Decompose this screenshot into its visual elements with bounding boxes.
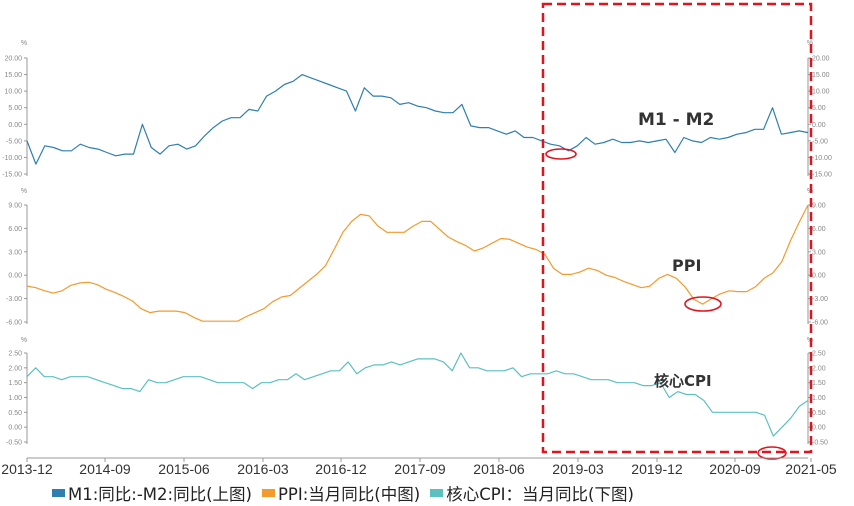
legend-label-core-cpi: 核心CPI：当月同比(下图)	[446, 485, 634, 504]
tick-label: 15.00	[4, 72, 22, 79]
tick-label: 0.50	[812, 410, 826, 417]
tick-label: -5.00	[6, 138, 22, 145]
legend-item-ppi: PPI:当月同比(中图)	[261, 481, 421, 505]
series-line	[26, 352, 809, 437]
tick-label: 0.50	[8, 410, 22, 417]
tick-label: 0.00	[812, 122, 826, 129]
tick-label: 2.00	[8, 365, 22, 372]
tick-label: -0.50	[812, 440, 828, 447]
highlight-ellipse	[545, 148, 577, 160]
tick-label: 1.00	[812, 395, 826, 402]
tick-label: 0.00	[8, 425, 22, 432]
annotation-label: PPI	[672, 256, 701, 275]
x-tick-label: 2018-06	[473, 461, 525, 477]
highlight-ellipse	[684, 296, 722, 312]
tick-label: -6.00	[6, 320, 22, 327]
x-tick-label: 2017-09	[394, 461, 446, 477]
legend-swatch-m1m2	[52, 489, 65, 497]
annotation-label: M1 - M2	[638, 110, 714, 130]
tick-label: 0.00	[812, 425, 826, 432]
tick-label: 10.00	[4, 89, 22, 96]
highlight-box	[541, 2, 813, 454]
tick-label: 20.00	[812, 56, 830, 63]
tick-label: 1.50	[812, 380, 826, 387]
tick-label: 3.00	[8, 249, 22, 256]
x-tick-label: 2013-12	[1, 461, 53, 477]
tick-label: -15.00	[2, 172, 22, 179]
tick-label: -10.00	[812, 155, 832, 162]
legend-label-m1m2: M1:同比:-M2:同比(上图)	[68, 485, 252, 504]
legend-item-core-cpi: 核心CPI：当月同比(下图)	[430, 481, 634, 505]
chart: % % 20.00 20.00 15.00 15.00 10.00 10.00 5.00 5.00…	[1, 2, 837, 477]
tick-label: 1.50	[8, 380, 22, 387]
tick-label: -3.00	[812, 296, 828, 303]
tick-label: 6.00	[8, 226, 22, 233]
tick-label: -10.00	[2, 155, 22, 162]
tick-label: 5.00	[812, 105, 826, 112]
tick-label: 0.00	[812, 273, 826, 280]
series-line	[26, 73, 809, 165]
tick-label: -0.50	[6, 440, 22, 447]
x-tick-label: 2015-06	[158, 461, 210, 477]
x-tick-label: 2021-05	[785, 461, 837, 477]
highlight-ellipse	[757, 446, 787, 460]
x-tick-label: 2016-03	[237, 461, 289, 477]
tick-label: -6.00	[812, 320, 828, 327]
unit-label: %	[807, 40, 813, 47]
tick-label: 0.00	[8, 122, 22, 129]
tick-label: 3.00	[812, 249, 826, 256]
x-tick-label: 2019-12	[631, 461, 683, 477]
tick-label: 10.00	[812, 89, 830, 96]
tick-label: 6.00	[812, 226, 826, 233]
tick-label: 9.00	[812, 203, 826, 210]
legend-swatch-ppi	[261, 489, 275, 497]
x-tick-label: 2019-03	[552, 461, 604, 477]
tick-label: 20.00	[4, 56, 22, 63]
x-tick-label: 2020-09	[709, 461, 761, 477]
tick-label: 1.00	[8, 395, 22, 402]
x-tick-label: 2016-12	[315, 461, 367, 477]
tick-label: -15.00	[812, 172, 832, 179]
annotation-label: 核心CPI	[654, 372, 712, 390]
tick-label: 2.50	[812, 351, 826, 358]
tick-label: 0.00	[8, 273, 22, 280]
legend-item-m1m2: M1:同比:-M2:同比(上图)	[52, 481, 252, 505]
legend-label-ppi: PPI:当月同比(中图)	[277, 485, 421, 504]
unit-label: %	[21, 337, 27, 344]
tick-label: 5.00	[8, 105, 22, 112]
legend: M1:同比:-M2:同比(上图) PPI:当月同比(中图) 核心CPI：当月同比…	[52, 481, 634, 505]
tick-label: 2.50	[8, 351, 22, 358]
unit-label: %	[21, 188, 27, 195]
tick-label: 9.00	[8, 203, 22, 210]
tick-label: 2.00	[812, 365, 826, 372]
series-line	[26, 204, 809, 322]
unit-label: %	[21, 40, 27, 47]
tick-label: -3.00	[6, 296, 22, 303]
x-tick-label: 2014-09	[79, 461, 131, 477]
tick-label: 15.00	[812, 72, 830, 79]
legend-swatch-core-cpi	[430, 489, 444, 497]
tick-label: -5.00	[812, 138, 828, 145]
